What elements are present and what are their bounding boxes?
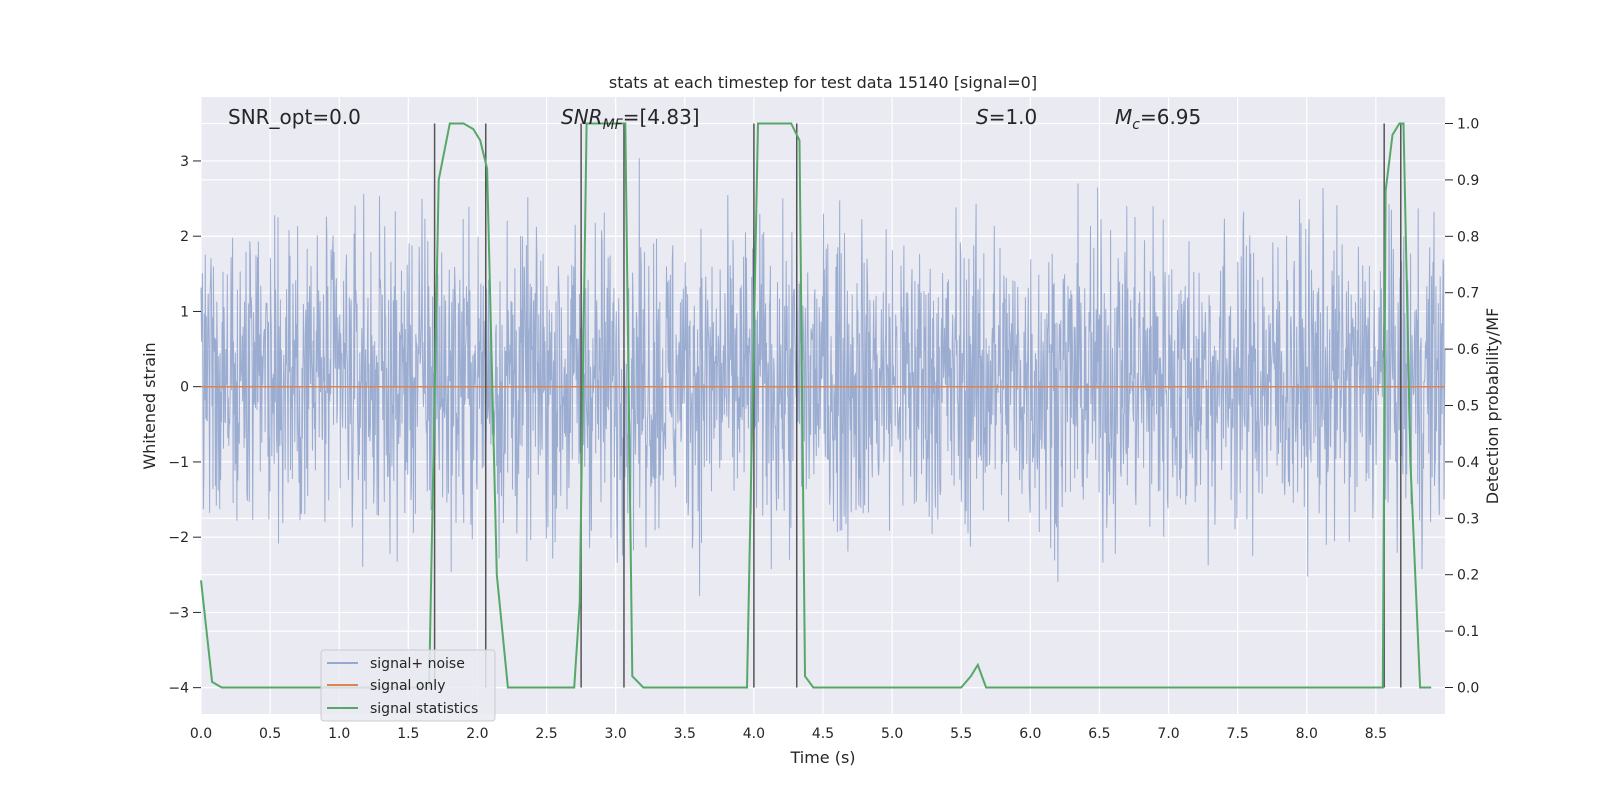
- x-tick-label: 6.5: [1088, 726, 1110, 742]
- y2-tick-label: 0.9: [1457, 173, 1479, 189]
- legend-label-signal: signal only: [370, 678, 445, 694]
- s-symbol: S: [976, 105, 989, 129]
- annotation-snr-opt: SNR_opt=0.0: [228, 105, 361, 129]
- x-tick-label: 4.5: [812, 726, 834, 742]
- y2-tick-label: 0.4: [1457, 455, 1479, 471]
- legend-label-noise: signal+ noise: [370, 656, 465, 672]
- statistics-line: [200, 122, 1432, 689]
- tick-labels: 0.0 0.5 1.0 1.5 2.0 2.5 3.0 3.5 4.0 4.5 5.0 5.5 6.0 6…: [168, 117, 1479, 742]
- y-tick-label: −4: [168, 681, 189, 697]
- x-tick-label: 7.0: [1157, 726, 1179, 742]
- y-tick-label: 1: [180, 304, 189, 320]
- y2-tick-label: 0.5: [1457, 399, 1479, 415]
- x-tick-label: 0.5: [259, 726, 281, 742]
- x-tick-label: 8.0: [1296, 726, 1318, 742]
- mc-subscript: c: [1132, 117, 1140, 133]
- y-tick-label: 0: [180, 380, 189, 396]
- mc-symbol: M: [1115, 105, 1132, 129]
- y-tick-label: 2: [180, 229, 189, 245]
- x-tick-label: 8.5: [1365, 726, 1387, 742]
- y-axis-title: Whitened strain: [140, 342, 159, 469]
- snr-mf-value: =[4.83]: [623, 105, 700, 129]
- x-tick-label: 2.0: [466, 726, 488, 742]
- y2-tick-label: 0.2: [1457, 568, 1479, 584]
- x-tick-label: 5.5: [950, 726, 972, 742]
- x-tick-label: 7.5: [1227, 726, 1249, 742]
- annotation-s: S=1.0: [976, 105, 1037, 129]
- y-tick-label: −1: [168, 455, 189, 471]
- x-tick-label: 6.0: [1019, 726, 1041, 742]
- y2-tick-label: 0.6: [1457, 342, 1479, 358]
- y2-tick-label: 0.3: [1457, 511, 1479, 527]
- y2-tick-label: 0.7: [1457, 286, 1479, 302]
- y2-tick-label: 0.0: [1457, 680, 1479, 696]
- y2-axis-title: Detection probability/MF: [1483, 308, 1502, 505]
- vertical-markers: [433, 123, 1402, 688]
- mc-value: =6.95: [1140, 105, 1201, 129]
- x-tick-label: 3.0: [605, 726, 627, 742]
- y2-tick-label: 1.0: [1457, 117, 1479, 133]
- y-tick-label: 3: [180, 154, 189, 170]
- snr-mf-symbol: SNR: [561, 105, 603, 129]
- statistics-series: [200, 122, 1432, 689]
- legend-box: [320, 649, 496, 722]
- noise-trace: [200, 158, 1446, 597]
- noise-series: [200, 158, 1446, 597]
- x-tick-label: 1.5: [397, 726, 419, 742]
- y-tick-label: −3: [168, 605, 189, 621]
- x-tick-label: 0.0: [190, 726, 212, 742]
- y2-tick-label: 0.8: [1457, 229, 1479, 245]
- x-tick-label: 5.0: [881, 726, 903, 742]
- x-tick-label: 1.0: [328, 726, 350, 742]
- x-tick-label: 3.5: [674, 726, 696, 742]
- x-axis-title: Time (s): [789, 748, 855, 767]
- legend-label-stats: signal statistics: [370, 701, 478, 717]
- legend: signal+ noise signal only signal statist…: [320, 649, 496, 722]
- y2-tick-label: 0.1: [1457, 624, 1479, 640]
- annotation-mc: Mc=6.95: [1115, 105, 1201, 133]
- x-tick-label: 2.5: [535, 726, 557, 742]
- x-tick-label: 4.0: [743, 726, 765, 742]
- y-tick-label: −2: [168, 530, 189, 546]
- s-value: =1.0: [989, 105, 1038, 129]
- annotation-snr-mf: SNRMF=[4.83]: [561, 105, 700, 133]
- snr-mf-subscript: MF: [603, 117, 624, 133]
- chart-title: stats at each timestep for test data 151…: [609, 73, 1037, 92]
